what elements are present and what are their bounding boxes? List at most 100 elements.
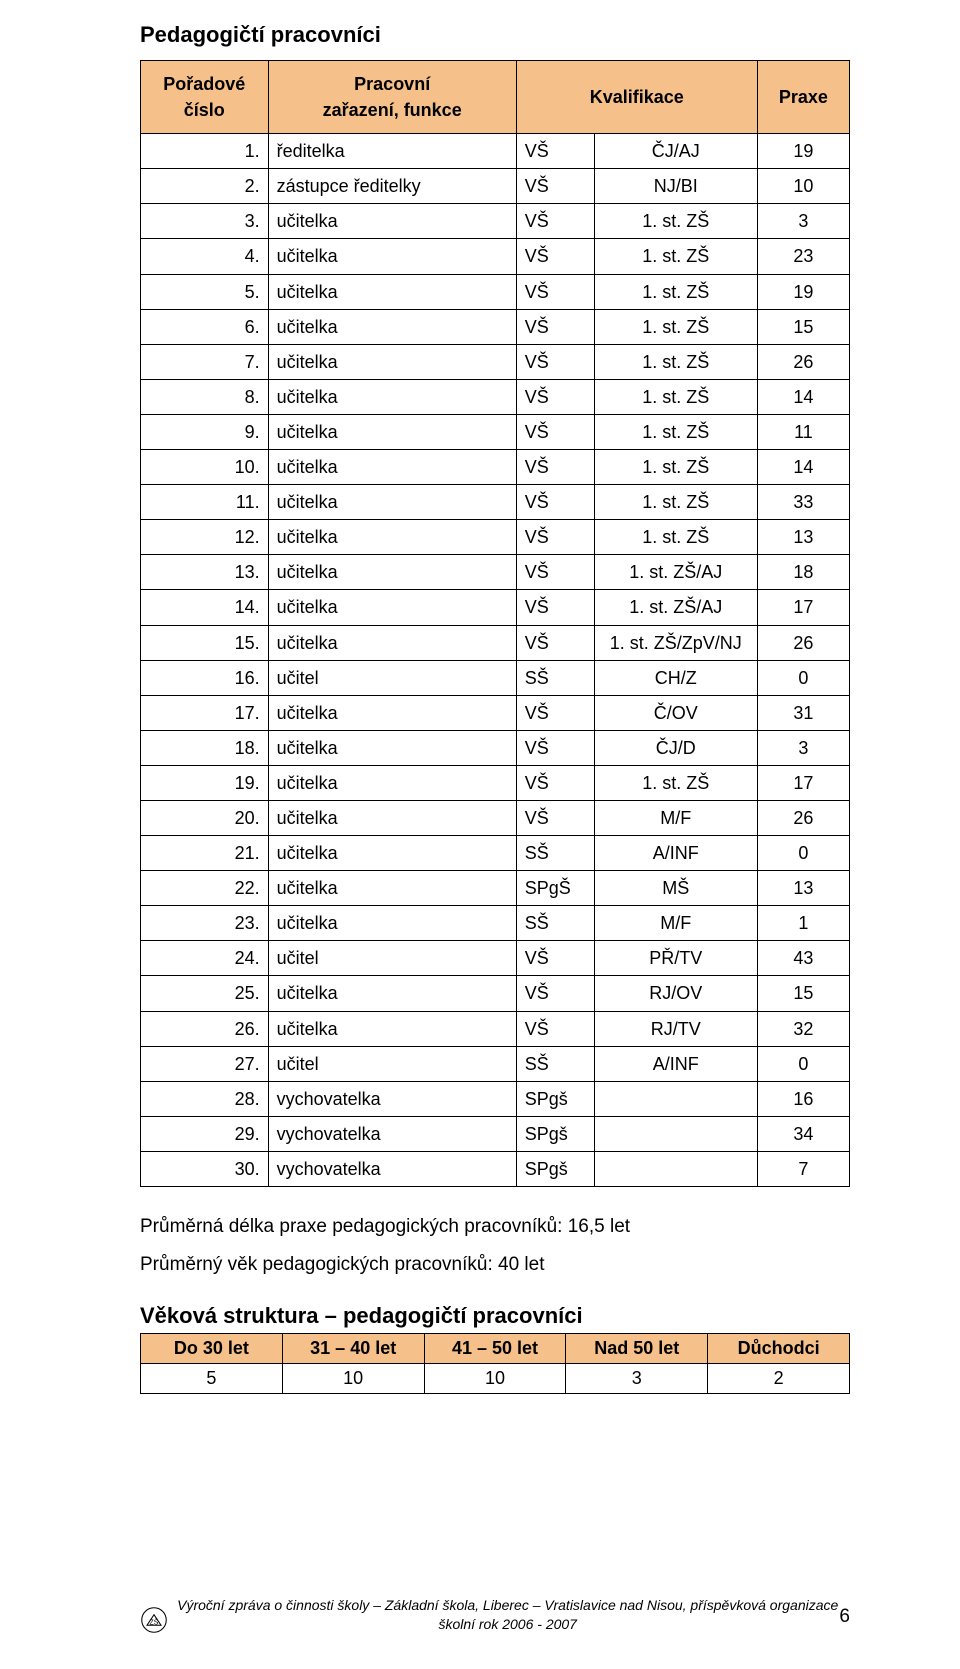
page-number: 6 [839,1606,850,1634]
age-th: Nad 50 let [566,1334,708,1364]
table-row: 13.učitelkaVŠ1. st. ZŠ/AJ18 [141,555,850,590]
table-row: 19.učitelkaVŠ1. st. ZŠ17 [141,765,850,800]
table-cell: 3. [141,204,269,239]
table-cell: VŠ [516,695,594,730]
table-cell: 1. st. ZŠ [594,204,757,239]
table-row: 20.učitelkaVŠM/F26 [141,800,850,835]
table-cell: 1. st. ZŠ/ZpV/NJ [594,625,757,660]
table-cell: 7 [757,1151,849,1186]
table-cell: učitelka [268,765,516,800]
age-td: 5 [141,1364,283,1394]
table-cell: 1. st. ZŠ [594,520,757,555]
table-cell: CH/Z [594,660,757,695]
th-qualification: Kvalifikace [516,61,757,134]
table-cell: PŘ/TV [594,941,757,976]
table-cell: SPgš [516,1151,594,1186]
table-cell: 18 [757,555,849,590]
table-cell: učitel [268,941,516,976]
table-row: 1.ředitelkaVŠČJ/AJ19 [141,134,850,169]
table-cell: učitelka [268,520,516,555]
th-role-text: Pracovní zařazení, funkce [323,74,462,120]
staff-table: Pořadové číslo Pracovní zařazení, funkce… [140,60,850,1187]
table-cell: 14 [757,379,849,414]
table-cell: 1. st. ZŠ/AJ [594,590,757,625]
footer-text: Výroční zpráva o činnosti školy – Základ… [176,1596,839,1634]
table-row: 8.učitelkaVŠ1. st. ZŠ14 [141,379,850,414]
table-cell: VŠ [516,134,594,169]
table-cell: učitelka [268,730,516,765]
table-cell: učitelka [268,344,516,379]
table-cell: 17. [141,695,269,730]
svg-text:ZŠ: ZŠ [150,1617,159,1626]
table-row: 21.učitelkaSŠA/INF0 [141,836,850,871]
page-title: Pedagogičtí pracovníci [140,22,850,48]
table-cell: učitelka [268,379,516,414]
table-cell: 8. [141,379,269,414]
table-cell: 29. [141,1116,269,1151]
summary-practice: Průměrná délka praxe pedagogických praco… [140,1209,850,1245]
table-cell: 26 [757,625,849,660]
table-cell: 15. [141,625,269,660]
table-cell: VŠ [516,169,594,204]
table-cell: 13. [141,555,269,590]
table-cell: VŠ [516,274,594,309]
table-row: 6.učitelkaVŠ1. st. ZŠ15 [141,309,850,344]
table-cell: VŠ [516,941,594,976]
table-row: 27.učitelSŠA/INF0 [141,1046,850,1081]
table-cell: RJ/OV [594,976,757,1011]
table-cell: 13 [757,871,849,906]
table-cell: ředitelka [268,134,516,169]
table-cell: 26 [757,344,849,379]
table-cell: vychovatelka [268,1081,516,1116]
table-cell: 23 [757,239,849,274]
age-th: 41 – 50 let [424,1334,566,1364]
table-cell: VŠ [516,414,594,449]
table-cell: učitelka [268,414,516,449]
table-cell: 24. [141,941,269,976]
table-row: 28.vychovatelkaSPgš16 [141,1081,850,1116]
table-row: 5.učitelkaVŠ1. st. ZŠ19 [141,274,850,309]
table-cell: 1. st. ZŠ [594,379,757,414]
table-cell: učitelka [268,450,516,485]
table-cell: 31 [757,695,849,730]
table-cell: 0 [757,660,849,695]
age-header-row: Do 30 let31 – 40 let41 – 50 letNad 50 le… [141,1334,850,1364]
table-cell: VŠ [516,730,594,765]
table-row: 23.učitelkaSŠM/F1 [141,906,850,941]
table-cell: 7. [141,344,269,379]
table-cell: 3 [757,204,849,239]
table-cell: učitelka [268,976,516,1011]
table-row: 4.učitelkaVŠ1. st. ZŠ23 [141,239,850,274]
th-order-text: Pořadové číslo [163,74,245,120]
table-cell: zástupce ředitelky [268,169,516,204]
table-cell: VŠ [516,520,594,555]
table-cell: 5. [141,274,269,309]
table-cell: SŠ [516,660,594,695]
age-structure-heading: Věková struktura – pedagogičtí pracovníc… [140,1303,850,1329]
table-cell [594,1116,757,1151]
table-cell: učitelka [268,309,516,344]
table-cell: učitelka [268,204,516,239]
table-cell: učitelka [268,625,516,660]
table-row: 15.učitelkaVŠ1. st. ZŠ/ZpV/NJ26 [141,625,850,660]
table-cell: RJ/TV [594,1011,757,1046]
table-cell: VŠ [516,485,594,520]
table-cell: 6. [141,309,269,344]
table-cell: 17 [757,590,849,625]
table-cell: VŠ [516,309,594,344]
table-row: 10.učitelkaVŠ1. st. ZŠ14 [141,450,850,485]
table-row: 29.vychovatelkaSPgš34 [141,1116,850,1151]
table-cell: M/F [594,800,757,835]
table-cell: učitelka [268,800,516,835]
table-row: 18.učitelkaVŠČJ/D3 [141,730,850,765]
table-cell: 15 [757,309,849,344]
table-cell: 25. [141,976,269,1011]
table-cell: 43 [757,941,849,976]
table-cell [594,1151,757,1186]
table-cell: VŠ [516,204,594,239]
table-cell: 19. [141,765,269,800]
table-cell: učitelka [268,695,516,730]
table-cell: učitelka [268,836,516,871]
table-cell: 16. [141,660,269,695]
age-value-row: 5101032 [141,1364,850,1394]
